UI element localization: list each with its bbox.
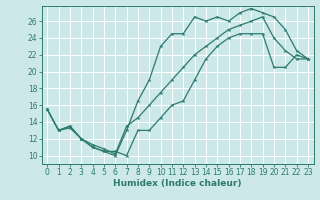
X-axis label: Humidex (Indice chaleur): Humidex (Indice chaleur) xyxy=(113,179,242,188)
